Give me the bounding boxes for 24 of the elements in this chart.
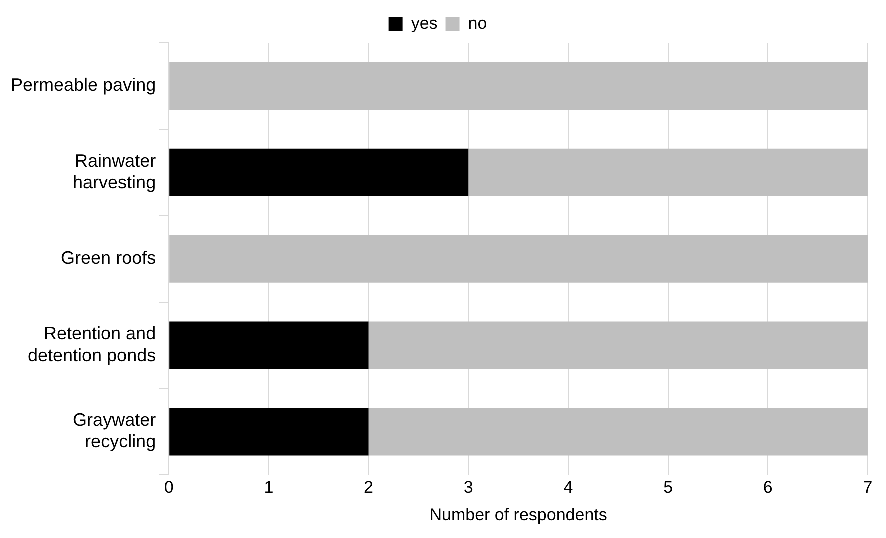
x-tick-label: 0 [164, 478, 174, 498]
y-tick-label: Green roofs [61, 248, 156, 268]
x-tick-label: 1 [264, 478, 274, 498]
y-tick-label: Permeable paving [10, 75, 156, 96]
bar [170, 235, 868, 283]
legend-label: yes [411, 14, 438, 34]
bar [368, 408, 868, 456]
x-tick-label: 4 [564, 478, 574, 498]
y-tick-label: Retention and detention ponds [28, 324, 156, 366]
y-tick-label: Rainwater harvesting [73, 150, 156, 192]
y-tick-label: Graywater recycling [73, 410, 156, 452]
bar [468, 148, 868, 196]
bar [170, 62, 868, 110]
bar [368, 322, 868, 370]
bar [170, 148, 469, 196]
x-tick-label: 5 [664, 478, 674, 498]
x-tick-label: 2 [364, 478, 374, 498]
bar [170, 322, 369, 370]
legend-label: no [468, 14, 488, 34]
bar [170, 408, 369, 456]
x-tick-label: 6 [763, 478, 773, 498]
x-tick-label: 3 [464, 478, 474, 498]
x-tick-label: 7 [863, 478, 873, 498]
x-axis-title: Number of respondents [430, 505, 608, 524]
